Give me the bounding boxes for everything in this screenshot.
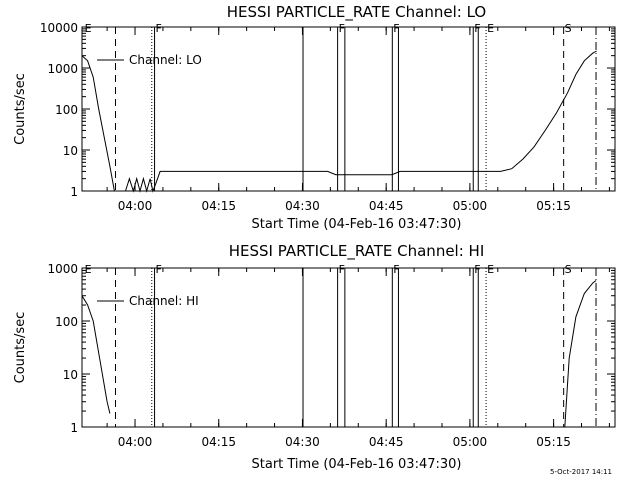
y-tick-label: 100 (55, 315, 78, 329)
legend-label: Channel: LO (129, 53, 202, 67)
flag-label: E (487, 263, 494, 276)
flag-label: F (474, 263, 480, 276)
y-tick-label: 1000 (47, 62, 78, 76)
flag-label: F (339, 263, 345, 276)
x-tick-label: 04:30 (285, 435, 320, 449)
x-tick-label: 05:15 (536, 199, 571, 213)
y-tick-label: 100 (55, 103, 78, 117)
y-tick-label: 10 (63, 144, 78, 158)
plot-frame (81, 26, 616, 192)
x-tick-label: 04:45 (369, 199, 404, 213)
x-axis-label: Start Time (04-Feb-16 03:47:30) (252, 217, 462, 232)
flag-label: E (85, 263, 92, 276)
panel-lo: HESSI PARTICLE_RATE Channel: LO Start Tim… (13, 3, 616, 232)
x-tick-label: 04:00 (118, 435, 153, 449)
x-tick-label: 04:15 (201, 435, 236, 449)
legend-label: Channel: HI (129, 294, 199, 308)
flag-label: F (393, 22, 399, 35)
x-tick-label: 05:15 (536, 435, 571, 449)
y-tick-label: 10000 (40, 21, 78, 35)
flag-label: F (156, 263, 162, 276)
flag-label: F (474, 22, 480, 35)
x-tick-label: 04:30 (285, 199, 320, 213)
flag-label: S (565, 263, 572, 276)
y-axis-label: Counts/sec (13, 312, 28, 384)
x-tick-label: 04:45 (369, 435, 404, 449)
x-tick-label: 04:00 (118, 199, 153, 213)
x-tick-label: 05:00 (453, 199, 488, 213)
y-axis-label: Counts/sec (13, 73, 28, 145)
x-tick-label: 05:00 (453, 435, 488, 449)
y-tick-label: 1 (70, 185, 78, 199)
y-tick-label: 1000 (47, 262, 78, 276)
flag-label: F (156, 22, 162, 35)
plot-frame (81, 267, 616, 428)
series-line (81, 280, 597, 428)
panel-hi: HESSI PARTICLE_RATE Channel: HI Start Tim… (13, 242, 616, 472)
timestamp-stamp: 5-Oct-2017 14:11 (550, 468, 612, 476)
x-axis-label: Start Time (04-Feb-16 03:47:30) (252, 457, 462, 472)
flag-label: F (339, 22, 345, 35)
y-tick-label: 10 (63, 368, 78, 382)
flag-label: E (487, 22, 494, 35)
flag-label: F (393, 263, 399, 276)
series-line (81, 50, 597, 193)
chart-title: HESSI PARTICLE_RATE Channel: HI (229, 242, 485, 261)
flag-label: E (85, 22, 92, 35)
x-tick-label: 04:15 (201, 199, 236, 213)
chart-title: HESSI PARTICLE_RATE Channel: LO (227, 3, 486, 22)
flag-label: S (565, 22, 572, 35)
y-tick-label: 1 (70, 421, 78, 435)
